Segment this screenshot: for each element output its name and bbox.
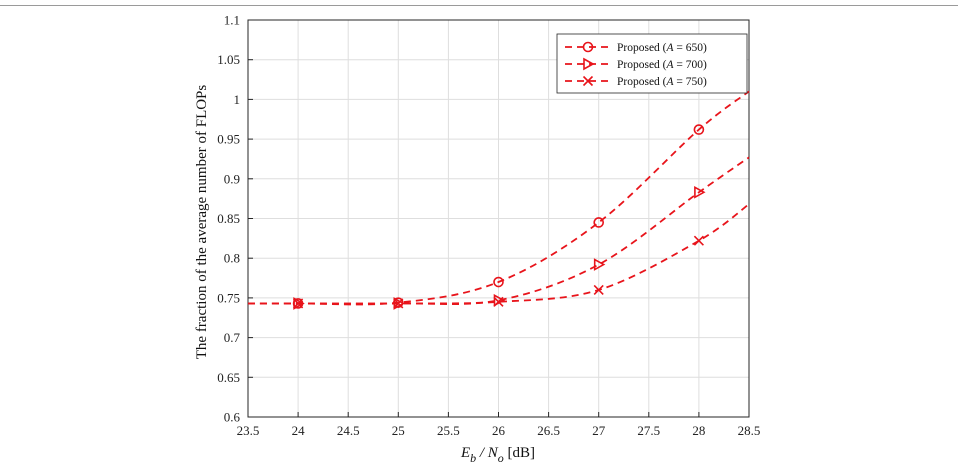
series-2 [248,156,750,310]
y-tick-labels: 0.6 0.65 0.7 0.75 0.8 0.85 0.9 0.95 1 1.05 1.1 [217,13,240,425]
x-tick-label: 28.5 [738,423,761,438]
data-point-marker [593,284,604,296]
legend-marker [582,41,594,53]
legend-label-prefix: Proposed ( [617,42,667,54]
legend-label-suffix: = 700) [674,59,707,71]
y-tick-label: 0.65 [217,370,240,385]
x-label-e: E [460,445,470,461]
legend-label: Proposed (A = 700) [617,59,707,71]
x-tick-label: 27 [592,423,606,438]
x-tick-label: 24.5 [337,423,360,438]
series-group [247,90,750,310]
x-axis-label: Eb / No [dB] [460,445,535,465]
x-tick-label: 27.5 [637,423,660,438]
x-tick-label: 26.5 [537,423,560,438]
x-tick-label: 23.5 [237,423,260,438]
x-tick-label: 28 [692,423,705,438]
x-label-sub-b: b [470,451,476,465]
y-axis-label: The fraction of the average number of FL… [194,85,210,360]
data-point-marker [593,258,606,271]
y-tick-label: 1 [234,92,241,107]
legend-label-suffix: = 750) [674,76,707,88]
x-label-sub-o: o [498,451,504,465]
legend-item-3: Proposed (A = 750) [565,75,707,88]
legend-label-prefix: Proposed ( [617,59,667,71]
x-tick-label: 26 [492,423,506,438]
series-line [248,156,750,306]
data-point-marker [693,235,704,246]
y-tick-label: 0.9 [224,171,240,186]
legend-label-var: A [666,76,675,88]
plot-frame [247,19,750,418]
data-point-marker [593,217,605,228]
x-tick-labels: 23.5 24 24.5 25 25.5 26 26.5 27 27.5 28 28.5 [237,423,761,438]
y-tick-label: 0.75 [217,290,240,305]
data-point-marker [694,185,706,199]
series-3 [248,203,750,309]
legend-label: Proposed (A = 650) [617,42,707,54]
x-label-unit: [dB] [504,445,535,461]
data-point-marker [693,124,705,135]
data-point-marker [393,298,404,309]
y-tick-label: 0.6 [224,410,241,425]
legend-label-prefix: Proposed ( [617,76,667,88]
legend-item-2: Proposed (A = 700) [565,57,707,71]
y-tick-label: 0.85 [217,211,240,226]
data-point-marker [293,298,304,309]
y-tick-label: 0.95 [217,132,240,147]
legend-marker [583,57,595,71]
legend-label-var: A [666,59,675,71]
top-divider [0,5,958,6]
y-tick-label: 0.8 [224,251,240,266]
y-tick-label: 1.1 [224,13,240,28]
data-point-marker [493,296,504,307]
data-point-marker [293,297,305,310]
legend-label: Proposed (A = 750) [617,76,707,88]
legend: Proposed (A = 650)Proposed (A = 700)Prop… [556,33,748,94]
y-tick-label: 0.7 [224,330,241,345]
x-label-n: / N [476,445,499,461]
y-tick-label: 1.05 [217,52,240,67]
legend-label-var: A [666,42,675,54]
x-tick-label: 25 [392,423,405,438]
legend-label-suffix: = 650) [674,42,707,54]
legend-item-1: Proposed (A = 650) [565,41,707,54]
data-point-marker [493,276,504,288]
legend-marker [582,75,594,87]
series-line [247,90,750,306]
x-tick-label: 25.5 [437,423,460,438]
legend-box [556,33,748,94]
x-tick-label: 24 [292,423,306,438]
